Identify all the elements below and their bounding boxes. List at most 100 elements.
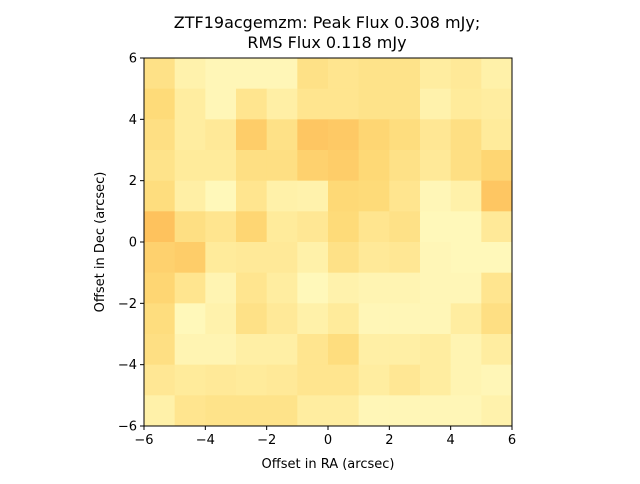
heatmap-cell (174, 395, 206, 427)
heatmap-cell (481, 395, 513, 427)
heatmap-cell (420, 88, 452, 120)
heatmap-cell (174, 334, 206, 366)
heatmap-cell (205, 150, 237, 182)
y-tick-label: −4 (118, 358, 137, 373)
heatmap-cell (236, 272, 268, 304)
heatmap-cell (144, 180, 176, 212)
heatmap-cell (481, 58, 513, 90)
heatmap-cell (420, 211, 452, 243)
x-tick-label: −4 (196, 433, 215, 448)
heatmap-cell (481, 364, 513, 396)
x-axis-label: Offset in RA (arcsec) (262, 457, 395, 472)
heatmap-cell (389, 364, 421, 396)
heatmap-cell (144, 119, 176, 151)
heatmap-cell (389, 334, 421, 366)
y-tick-label: 6 (129, 52, 137, 67)
heatmap-cell (420, 242, 452, 274)
heatmap-cell (420, 334, 452, 366)
heatmap-cell (144, 242, 176, 274)
heatmap-cell (174, 303, 206, 335)
heatmap-cell (328, 303, 360, 335)
heatmap-cell (358, 364, 390, 396)
heatmap-cell (328, 364, 360, 396)
heatmap-cell (297, 119, 329, 151)
heatmap-cells (144, 58, 513, 427)
heatmap-cell (450, 272, 482, 304)
heatmap-cell (266, 211, 298, 243)
heatmap-cell (358, 58, 390, 90)
heatmap-cell (481, 150, 513, 182)
heatmap-cell (174, 150, 206, 182)
heatmap-cell (481, 180, 513, 212)
heatmap-cell (266, 303, 298, 335)
heatmap-cell (328, 180, 360, 212)
heatmap-cell (328, 242, 360, 274)
heatmap-cell (420, 395, 452, 427)
heatmap-cell (236, 242, 268, 274)
heatmap-cell (174, 58, 206, 90)
heatmap-cell (174, 119, 206, 151)
heatmap-cell (389, 303, 421, 335)
heatmap-cell (389, 58, 421, 90)
heatmap-cell (420, 119, 452, 151)
heatmap-cell (420, 364, 452, 396)
heatmap-cell (450, 211, 482, 243)
heatmap-cell (205, 242, 237, 274)
heatmap-cell (389, 88, 421, 120)
heatmap-cell (358, 88, 390, 120)
heatmap-cell (358, 334, 390, 366)
heatmap-cell (481, 303, 513, 335)
heatmap-cell (236, 119, 268, 151)
heatmap-cell (236, 395, 268, 427)
x-axis-ticks: −6 −4 −2 0 2 4 6 (134, 426, 516, 448)
heatmap-cell (450, 242, 482, 274)
y-axis-ticks: −6 −4 −2 0 2 4 6 (118, 52, 144, 435)
heatmap-cell (205, 272, 237, 304)
x-tick-label: 2 (385, 433, 393, 448)
heatmap-cell (205, 211, 237, 243)
heatmap-cell (358, 395, 390, 427)
heatmap-cell (174, 364, 206, 396)
heatmap-cell (389, 150, 421, 182)
heatmap-cell (205, 395, 237, 427)
heatmap-cell (328, 211, 360, 243)
chart-title-line-1: ZTF19acgemzm: Peak Flux 0.308 mJy; (174, 13, 480, 32)
heatmap-cell (328, 58, 360, 90)
heatmap-cell (205, 303, 237, 335)
heatmap-cell (420, 303, 452, 335)
heatmap-cell (236, 88, 268, 120)
heatmap-cell (266, 242, 298, 274)
heatmap-cell (144, 334, 176, 366)
heatmap-cell (297, 150, 329, 182)
heatmap-cell (297, 88, 329, 120)
heatmap-cell (144, 150, 176, 182)
heatmap-cell (328, 119, 360, 151)
heatmap-cell (389, 180, 421, 212)
heatmap-cell (297, 242, 329, 274)
heatmap-cell (297, 395, 329, 427)
heatmap-cell (481, 242, 513, 274)
x-tick-label: −6 (134, 433, 153, 448)
heatmap-cell (266, 395, 298, 427)
heatmap-cell (297, 272, 329, 304)
heatmap-cell (266, 334, 298, 366)
heatmap-cell (328, 150, 360, 182)
heatmap-cell (205, 180, 237, 212)
y-axis-label: Offset in Dec (arcsec) (93, 172, 108, 313)
heatmap-cell (389, 211, 421, 243)
heatmap-cell (266, 364, 298, 396)
heatmap-cell (297, 180, 329, 212)
heatmap-cell (174, 88, 206, 120)
heatmap-cell (205, 364, 237, 396)
heatmap-cell (481, 272, 513, 304)
heatmap-cell (266, 180, 298, 212)
heatmap-cell (266, 58, 298, 90)
heatmap-cell (420, 150, 452, 182)
heatmap-cell (420, 272, 452, 304)
heatmap-cell (420, 180, 452, 212)
heatmap-cell (144, 303, 176, 335)
heatmap-cell (328, 334, 360, 366)
y-tick-label: −6 (118, 420, 137, 435)
